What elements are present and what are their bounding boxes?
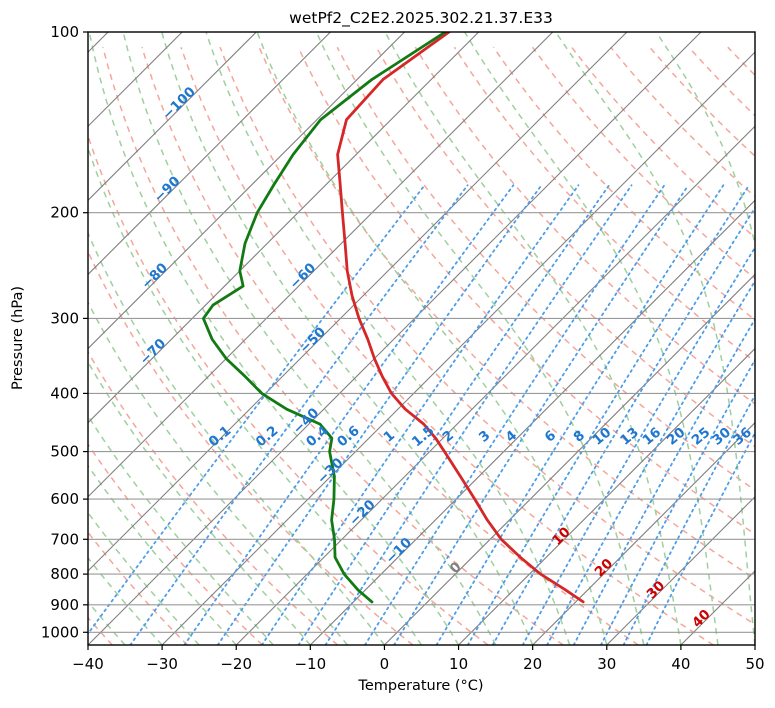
isobar-gridlines	[88, 32, 755, 633]
x-axis: −40 −30 −20 −10 0 10 20 30 40 50	[72, 645, 765, 673]
mixing-ratio-line	[645, 431, 755, 645]
mixing-ratio-line	[466, 184, 750, 645]
moist-adiabat-line	[88, 464, 237, 645]
moist-adiabat-line	[88, 414, 274, 645]
dry-adiabat-line	[141, 46, 639, 645]
dry-adiabat-line	[88, 531, 188, 645]
mixing-ratio-line	[260, 184, 580, 645]
x-tick-label: 10	[449, 655, 468, 673]
dry-adiabat-line	[180, 46, 714, 645]
dry-adiabat-line	[219, 46, 755, 626]
isotherm-line	[606, 496, 755, 645]
isotherm-line	[88, 32, 628, 572]
isotherm-line	[235, 125, 755, 645]
moist-adiabat-line	[88, 300, 348, 645]
x-tick-label: 20	[523, 655, 542, 673]
mixing-ratio-line	[546, 279, 755, 645]
x-tick-label: 0	[380, 655, 390, 673]
isotherm-line	[88, 32, 480, 424]
page-title: wetPf2_C2E2.2025.302.21.37.E33	[289, 9, 553, 28]
x-tick-label: 30	[597, 655, 616, 673]
mixing-ratio-line	[216, 184, 543, 645]
mixing-ratio-line	[491, 206, 755, 645]
dry-adiabat-line	[258, 46, 755, 580]
isotherm-line	[161, 51, 755, 645]
dry-adiabat-line	[414, 46, 755, 405]
mixing-ratio-line	[435, 184, 725, 645]
y-tick-label: 600	[50, 490, 79, 508]
dry-adiabat-line	[88, 133, 489, 645]
mixing-ratio-line	[572, 317, 755, 645]
dry-adiabat-line	[570, 46, 755, 239]
mixing-ratio-line	[600, 358, 755, 645]
isotherm-lines	[88, 32, 755, 645]
x-axis-title: Temperature (°C)	[357, 678, 483, 694]
y-tick-label: 500	[50, 443, 79, 461]
mixing-ratio-line	[364, 184, 666, 645]
y-axis: 100 200 300 400 500 600 700 800 900 1000	[41, 23, 88, 641]
moist-adiabat-line	[256, 32, 608, 645]
moist-adiabat-line	[122, 32, 497, 645]
x-tick-label: 40	[671, 655, 690, 673]
y-tick-label: 1000	[41, 623, 79, 641]
moist-adiabat-line	[88, 556, 163, 645]
dry-adiabat-line	[453, 46, 755, 363]
dry-adiabat-line	[102, 46, 564, 645]
mixing-ratio-line	[521, 245, 755, 645]
isotherm-line	[532, 421, 755, 645]
dry-adiabat-line	[375, 46, 755, 448]
temperature-profile-line	[336, 32, 585, 604]
isotherm-line	[88, 32, 702, 645]
moist-adiabat-line	[315, 32, 645, 645]
dry-adiabat-line	[531, 46, 755, 280]
dry-adiabat-line	[610, 46, 755, 198]
x-tick-label: 50	[745, 655, 764, 673]
mixing-ratio-line	[297, 184, 610, 645]
y-tick-label: 300	[50, 309, 79, 327]
y-tick-label: 200	[50, 204, 79, 222]
moist-adiabat-line	[88, 360, 311, 645]
y-tick-label: 700	[50, 530, 79, 548]
y-tick-label: 900	[50, 596, 79, 614]
mixing-ratio-line	[88, 184, 426, 636]
moist-adiabat-line	[555, 32, 755, 645]
dry-adiabat-line	[88, 249, 414, 645]
moist-adiabat-line	[463, 32, 719, 645]
y-tick-label: 400	[50, 384, 79, 402]
moist-adiabat-line	[88, 511, 200, 645]
plot-frame	[87, 31, 756, 646]
dry-adiabat-line	[88, 442, 264, 645]
dry-adiabat-lines	[88, 46, 755, 645]
mixing-ratio-line	[622, 393, 755, 645]
isotherm-line	[88, 32, 405, 350]
y-tick-label: 100	[50, 23, 79, 41]
isotherm-line	[88, 32, 554, 498]
isotherm-line	[384, 273, 755, 645]
mixing-ratio-line	[129, 184, 469, 645]
mixing-ratio-line	[183, 184, 515, 645]
isotherm-line	[88, 32, 257, 202]
isotherm-line	[458, 347, 755, 645]
isotherm-line	[88, 32, 331, 276]
isotherm-line	[309, 199, 755, 645]
moist-adiabat-line	[205, 32, 571, 645]
x-tick-label: −40	[72, 655, 104, 673]
moist-adiabat-line	[161, 32, 534, 645]
mixing-ratio-line	[324, 184, 633, 645]
y-axis-title: Pressure (hPa)	[10, 286, 26, 390]
sounding-profiles	[201, 32, 585, 604]
x-tick-label: −10	[294, 655, 326, 673]
x-tick-label: −30	[146, 655, 178, 673]
x-tick-label: −20	[220, 655, 252, 673]
y-tick-label: 800	[50, 565, 79, 583]
dewpoint-profile-line	[201, 32, 447, 604]
mixing-ratio-lines	[88, 184, 755, 645]
moist-adiabat-lines	[88, 32, 755, 645]
